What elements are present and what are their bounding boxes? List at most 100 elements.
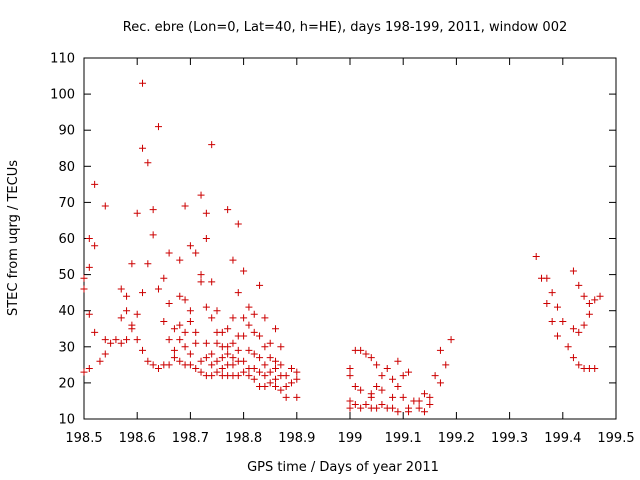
data-point	[181, 202, 189, 210]
x-tick-label: 199.4	[544, 431, 581, 446]
data-point	[351, 401, 359, 409]
data-point	[165, 299, 173, 307]
data-point	[389, 375, 397, 383]
data-point	[293, 368, 301, 376]
data-point	[149, 206, 157, 214]
data-point	[139, 144, 147, 152]
data-point	[256, 281, 264, 289]
y-tick-label: 40	[58, 304, 75, 319]
data-point	[101, 202, 109, 210]
data-point	[378, 372, 386, 380]
data-point	[362, 401, 370, 409]
data-point	[192, 328, 200, 336]
data-point	[559, 318, 567, 326]
data-point	[208, 372, 216, 380]
data-point	[181, 328, 189, 336]
data-point	[165, 249, 173, 257]
data-point	[139, 79, 147, 87]
y-tick-label: 100	[50, 88, 75, 103]
data-point	[229, 314, 237, 322]
data-point	[436, 346, 444, 354]
x-tick-label: 199.2	[438, 431, 475, 446]
data-point	[170, 325, 178, 333]
data-point	[186, 307, 194, 315]
data-point	[208, 361, 216, 369]
data-point	[585, 299, 593, 307]
data-point	[420, 408, 428, 416]
data-point	[176, 256, 184, 264]
data-point	[208, 350, 216, 358]
data-point	[192, 364, 200, 372]
data-point	[101, 350, 109, 358]
y-tick-label: 30	[58, 340, 75, 355]
data-point	[240, 267, 248, 275]
data-point	[144, 159, 152, 167]
data-point	[399, 393, 407, 401]
data-point	[436, 379, 444, 387]
data-point	[250, 328, 258, 336]
data-point	[346, 372, 354, 380]
data-point	[346, 397, 354, 405]
data-point	[346, 404, 354, 412]
data-point	[197, 368, 205, 376]
data-point	[256, 354, 264, 362]
data-point	[197, 357, 205, 365]
data-point	[389, 404, 397, 412]
data-point	[229, 361, 237, 369]
data-point	[208, 141, 216, 149]
data-point	[112, 336, 120, 344]
data-point	[154, 364, 162, 372]
data-point	[261, 343, 269, 351]
data-point	[293, 375, 301, 383]
data-point	[133, 209, 141, 217]
data-point	[378, 401, 386, 409]
data-point	[548, 289, 556, 297]
data-point	[107, 339, 115, 347]
data-point	[218, 364, 226, 372]
data-point	[282, 372, 290, 380]
data-point	[117, 339, 125, 347]
data-point	[261, 372, 269, 380]
data-point	[245, 372, 253, 380]
data-point	[176, 336, 184, 344]
data-point	[213, 339, 221, 347]
x-tick-label: 198.8	[225, 431, 262, 446]
data-point	[277, 343, 285, 351]
data-point	[250, 364, 258, 372]
data-point	[186, 242, 194, 250]
data-point	[277, 386, 285, 394]
data-point	[378, 386, 386, 394]
chart-title: Rec. ebre (Lon=0, Lat=40, h=HE), days 19…	[123, 20, 567, 35]
data-point	[250, 375, 258, 383]
data-point	[229, 339, 237, 347]
data-point	[596, 292, 604, 300]
data-point	[149, 231, 157, 239]
y-tick-label: 70	[58, 196, 75, 211]
data-point	[256, 332, 264, 340]
data-point	[202, 303, 210, 311]
x-tick-label: 198.5	[65, 431, 102, 446]
data-point	[80, 368, 88, 376]
data-point	[192, 339, 200, 347]
data-point	[373, 404, 381, 412]
data-point	[553, 332, 561, 340]
data-point	[186, 361, 194, 369]
data-point	[245, 321, 253, 329]
data-point	[144, 357, 152, 365]
data-point	[389, 393, 397, 401]
data-point	[240, 314, 248, 322]
data-point	[405, 368, 413, 376]
data-point	[139, 289, 147, 297]
data-point	[442, 361, 450, 369]
x-axis-label: GPS time / Days of year 2011	[247, 460, 439, 475]
data-point	[154, 123, 162, 131]
data-point	[96, 357, 104, 365]
data-point	[229, 256, 237, 264]
data-point	[139, 346, 147, 354]
data-point	[532, 253, 540, 261]
data-point	[213, 368, 221, 376]
x-tick-label: 199.1	[385, 431, 422, 446]
data-point	[149, 361, 157, 369]
data-point	[85, 310, 93, 318]
data-point	[240, 332, 248, 340]
